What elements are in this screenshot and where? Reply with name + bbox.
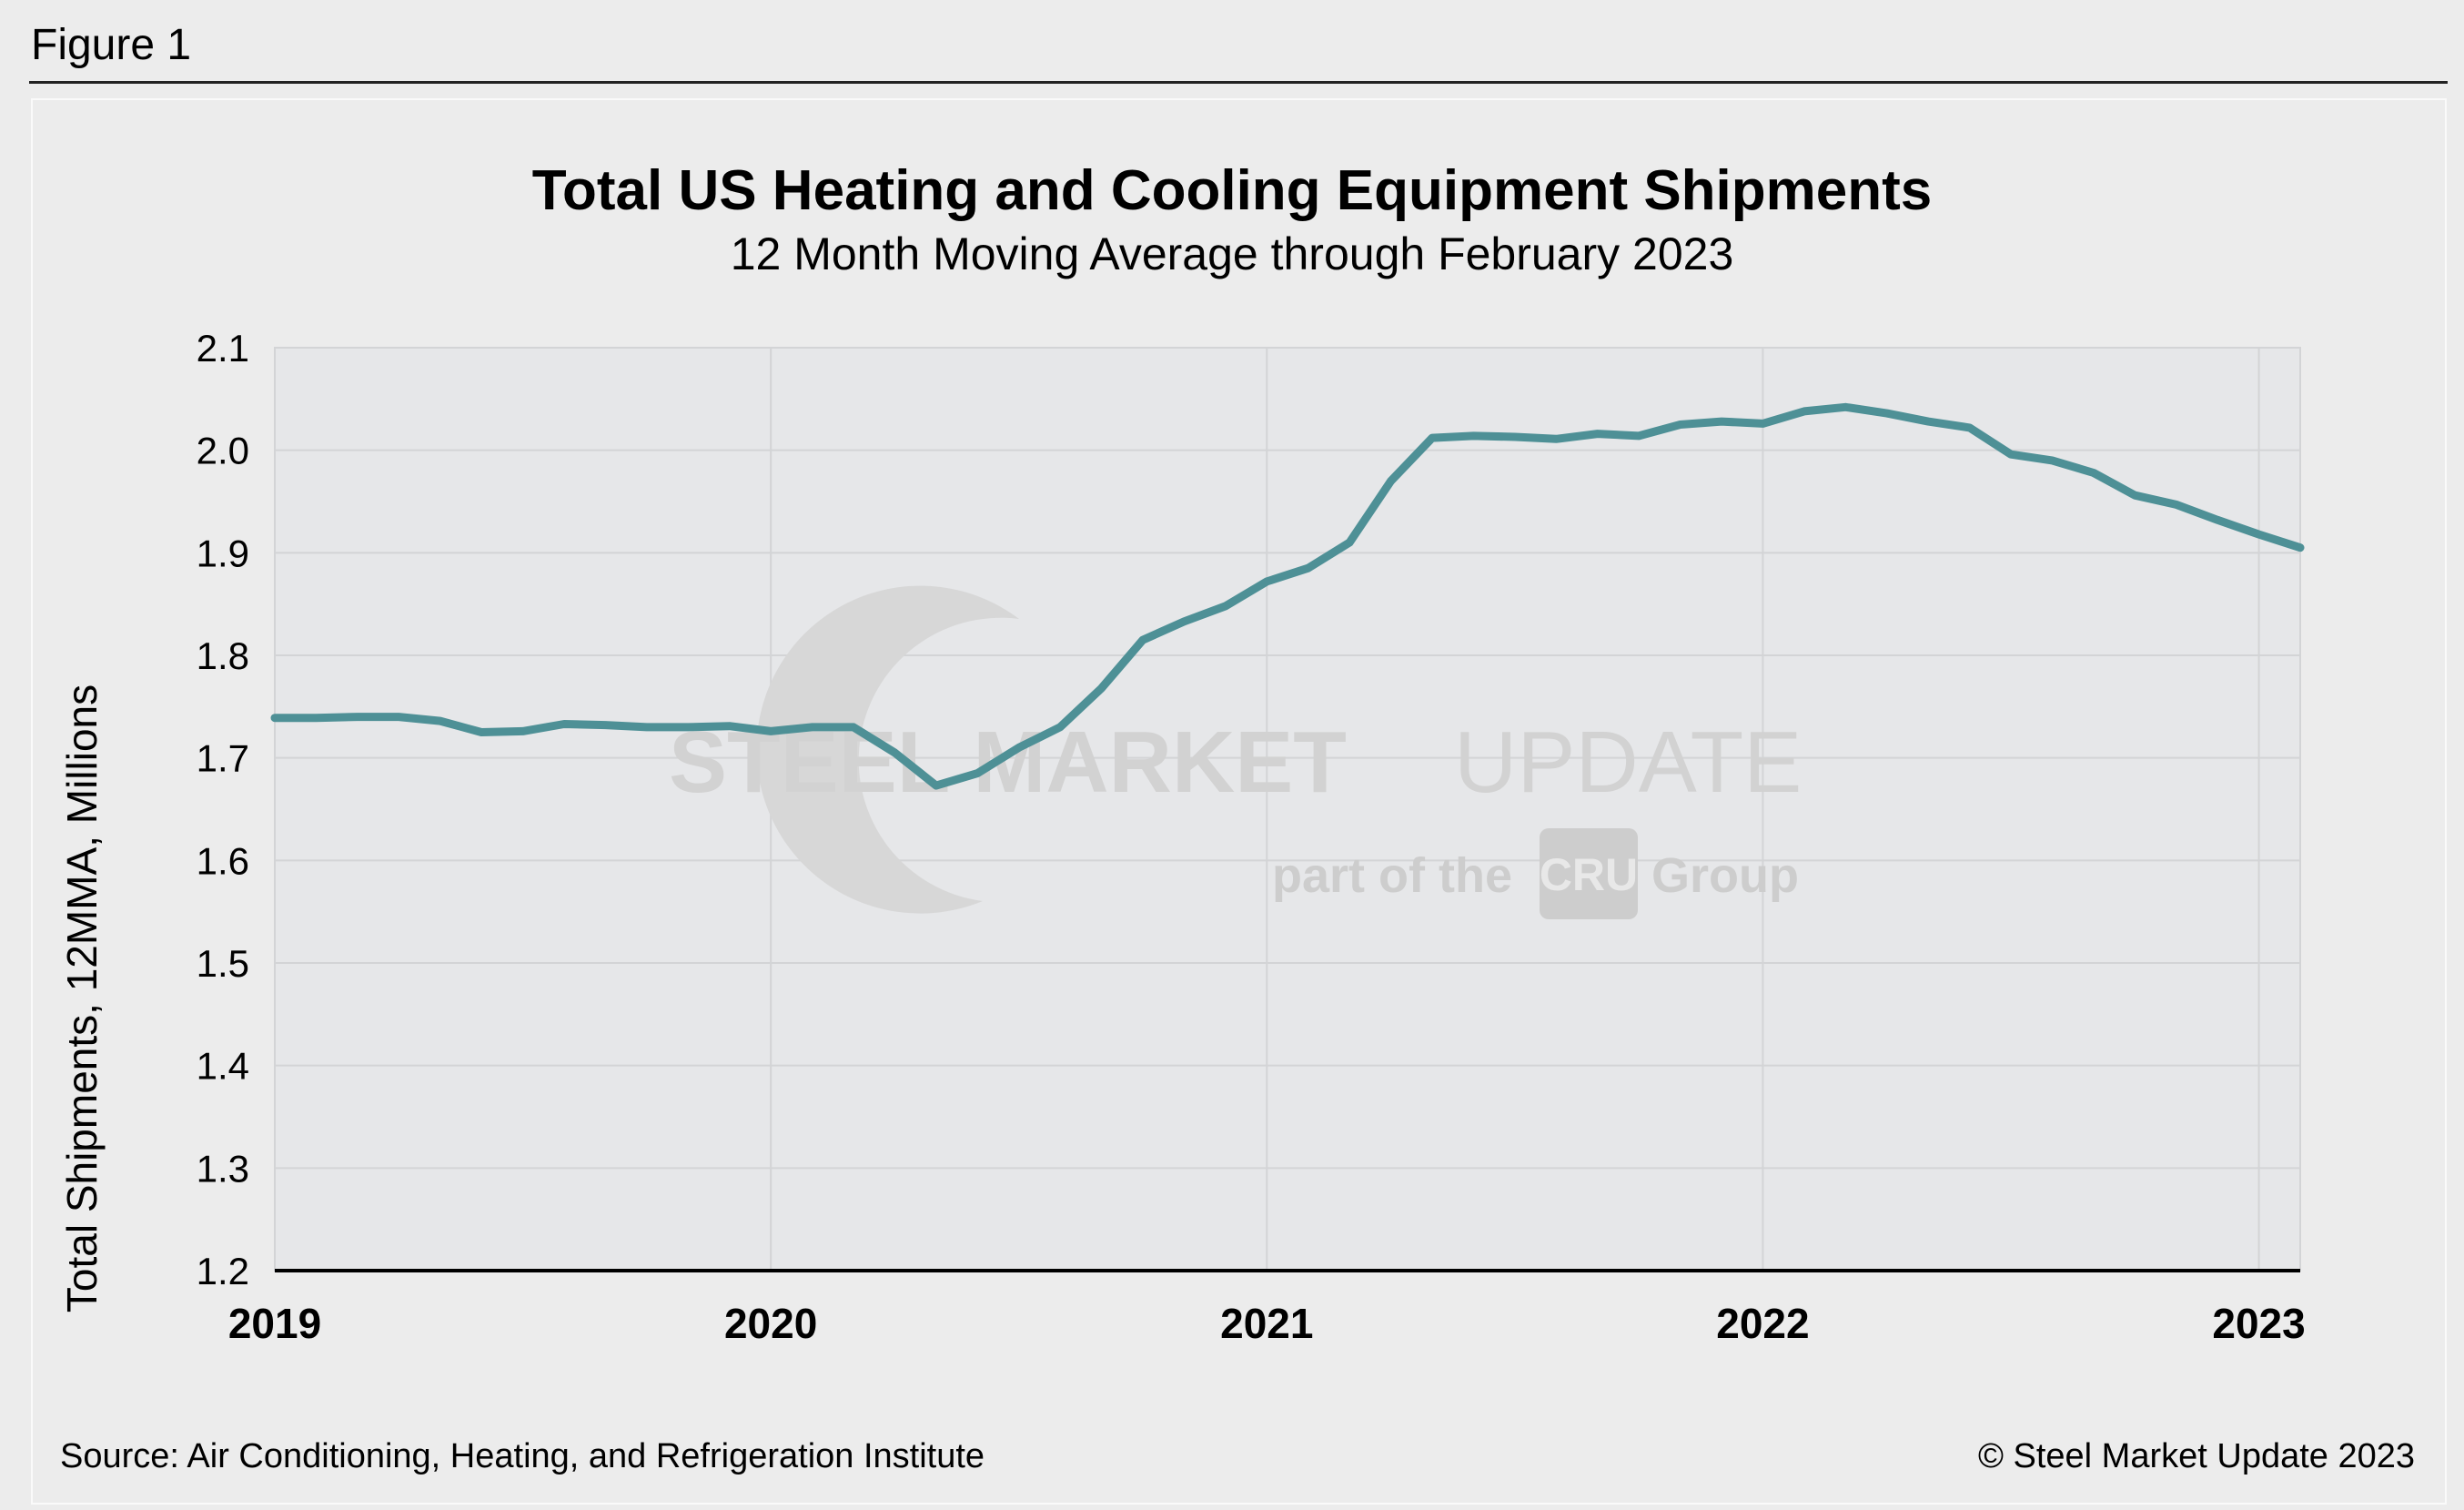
watermark-tagline-post: Group	[1651, 848, 1799, 903]
y-tick-label: 1.9	[197, 532, 249, 574]
figure-label: Figure 1	[31, 21, 192, 69]
x-tick-label: 2019	[228, 1300, 321, 1347]
watermark-tagline-pre: part of the	[1272, 848, 1512, 903]
y-axis-ticks: 1.2 1.3 1.4 1.5 1.6 1.7 1.8 1.9 2.0 2.1	[197, 327, 249, 1292]
series-layer	[270, 402, 2305, 790]
y-tick-label: 1.2	[197, 1250, 249, 1292]
y-tick-label: 1.3	[197, 1147, 249, 1190]
chart-title: Total US Heating and Cooling Equipment S…	[531, 159, 1933, 222]
watermark-cru-badge	[1540, 828, 1638, 919]
y-tick-label: 1.8	[197, 634, 249, 677]
watermark-tagline-mark: CRU	[1540, 849, 1638, 900]
watermark: STEEL MARKET UPDATE part of the CRU Grou…	[669, 585, 1802, 919]
y-tick-label: 2.0	[197, 430, 249, 472]
series-line	[270, 402, 2305, 790]
y-tick-label: 1.7	[197, 737, 249, 780]
y-tick-label: 1.6	[197, 839, 249, 882]
x-tick-label: 2023	[2212, 1300, 2305, 1347]
y-tick-label: 1.4	[197, 1045, 249, 1088]
x-tick-label: 2022	[1716, 1300, 1809, 1347]
chart-subtitle: 12 Month Moving Average through February…	[730, 228, 1734, 279]
watermark-crescent-icon	[756, 585, 1019, 914]
y-axis-label: Total Shipments, 12MMA, Millions	[58, 684, 106, 1313]
x-axis-ticks: 2019 2020 2021 2022 2023	[228, 1300, 2306, 1347]
x-tick-label: 2021	[1220, 1300, 1313, 1347]
header-rule	[29, 81, 2448, 84]
y-tick-label: 1.5	[197, 942, 249, 985]
copyright-note: © Steel Market Update 2023	[1977, 1437, 2415, 1475]
y-tick-label: 2.1	[197, 327, 249, 370]
watermark-brand-light: UPDATE	[1454, 714, 1802, 811]
x-tick-label: 2020	[724, 1300, 817, 1347]
plot-area	[274, 347, 2301, 1272]
source-note: Source: Air Conditioning, Heating, and R…	[60, 1437, 985, 1475]
